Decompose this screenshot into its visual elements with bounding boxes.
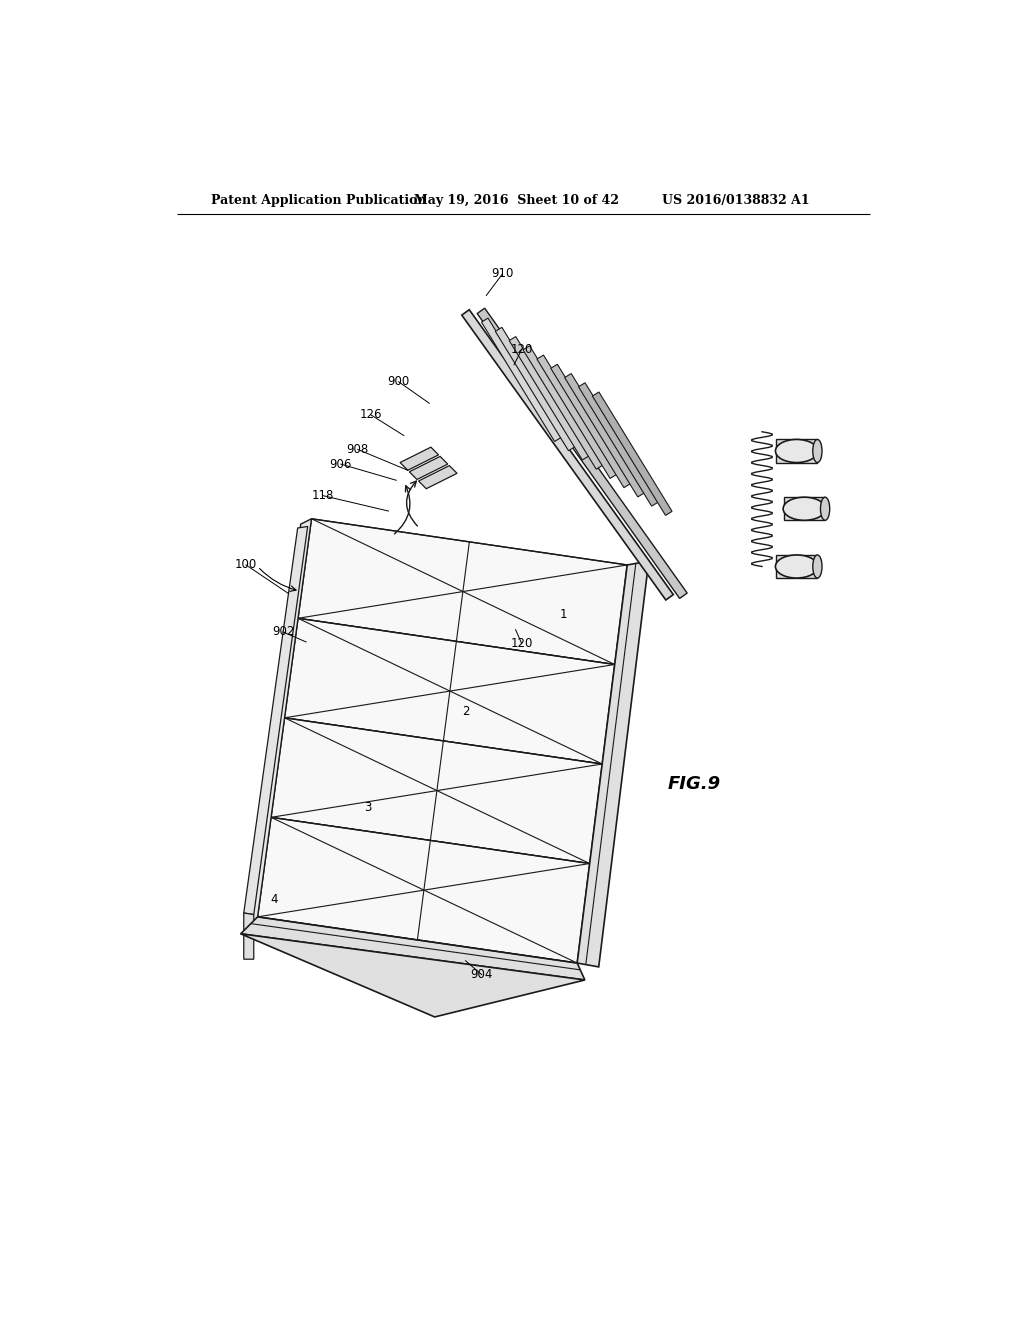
- Text: 118: 118: [312, 490, 334, 502]
- Ellipse shape: [783, 498, 825, 520]
- Polygon shape: [410, 457, 447, 479]
- Ellipse shape: [813, 554, 822, 578]
- Polygon shape: [776, 440, 817, 462]
- Polygon shape: [564, 374, 644, 496]
- Text: Patent Application Publication: Patent Application Publication: [211, 194, 427, 207]
- Polygon shape: [578, 561, 649, 966]
- Ellipse shape: [775, 554, 818, 578]
- Polygon shape: [551, 364, 631, 487]
- Polygon shape: [298, 519, 628, 664]
- Polygon shape: [462, 310, 674, 601]
- Polygon shape: [247, 519, 311, 960]
- Polygon shape: [244, 527, 307, 915]
- Polygon shape: [776, 554, 817, 578]
- Text: US 2016/0138832 A1: US 2016/0138832 A1: [662, 194, 810, 207]
- Polygon shape: [419, 466, 457, 488]
- Text: 120: 120: [511, 343, 532, 356]
- Ellipse shape: [820, 498, 829, 520]
- Polygon shape: [592, 392, 672, 515]
- Ellipse shape: [775, 440, 818, 462]
- Text: 1: 1: [559, 607, 567, 620]
- Text: 4: 4: [270, 894, 279, 907]
- Polygon shape: [509, 337, 589, 459]
- Polygon shape: [285, 618, 614, 764]
- Polygon shape: [477, 308, 687, 598]
- Text: 120: 120: [511, 638, 532, 649]
- Text: 910: 910: [492, 268, 514, 280]
- Text: 908: 908: [346, 444, 369, 455]
- Text: 904: 904: [470, 968, 493, 981]
- Text: 126: 126: [359, 408, 382, 421]
- Polygon shape: [537, 355, 616, 478]
- Text: 100: 100: [234, 558, 257, 572]
- Polygon shape: [523, 346, 603, 469]
- Ellipse shape: [813, 440, 822, 462]
- Polygon shape: [241, 917, 585, 979]
- Polygon shape: [481, 318, 561, 441]
- Polygon shape: [244, 913, 254, 960]
- Polygon shape: [783, 498, 825, 520]
- Text: 902: 902: [271, 626, 294, 639]
- Text: May 19, 2016  Sheet 10 of 42: May 19, 2016 Sheet 10 of 42: [414, 194, 618, 207]
- Polygon shape: [271, 718, 602, 863]
- Text: FIG.9: FIG.9: [668, 775, 721, 792]
- Text: 900: 900: [387, 375, 410, 388]
- Text: 906: 906: [330, 458, 352, 471]
- Polygon shape: [258, 817, 590, 964]
- Polygon shape: [400, 447, 438, 470]
- Text: 2: 2: [462, 705, 469, 718]
- Polygon shape: [579, 383, 658, 506]
- Polygon shape: [241, 933, 585, 1016]
- Polygon shape: [496, 327, 575, 450]
- Text: 3: 3: [365, 801, 372, 814]
